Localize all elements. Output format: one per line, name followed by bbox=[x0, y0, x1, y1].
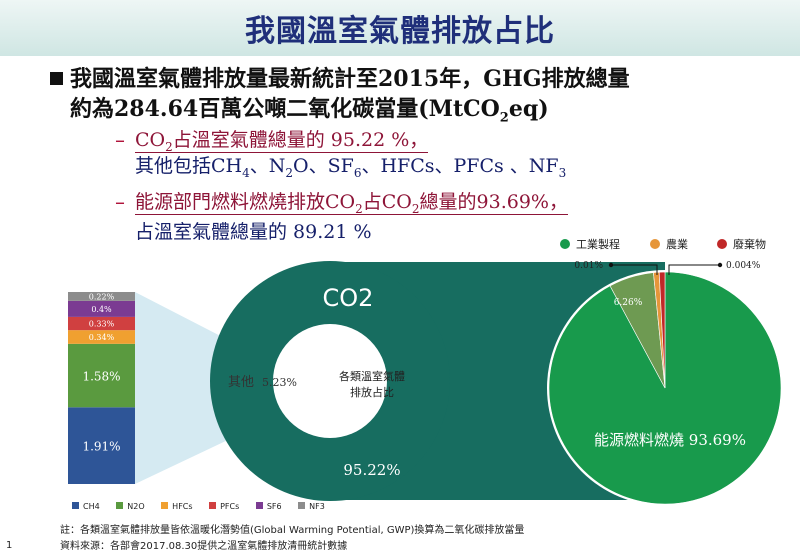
title-bar bbox=[0, 0, 800, 56]
donut-label-other: 其他 bbox=[228, 375, 254, 390]
leader-line-agriculture bbox=[611, 264, 658, 275]
donut-label-co2: CO2 bbox=[323, 284, 374, 312]
sub-point-2a: 能源部門燃料燃燒排放CO2占CO2總量的93.69%， bbox=[135, 191, 568, 216]
sub-point-1a: CO2占溫室氣體總量的 95.22 %， bbox=[135, 129, 429, 154]
pie-label-agriculture: 0.01% bbox=[574, 261, 603, 271]
legend-hfcs: HFCs bbox=[161, 502, 193, 511]
donut-center-label-2: 排放占比 bbox=[350, 385, 394, 399]
pie-label-energy: 能源燃料燃燒 93.69% bbox=[594, 431, 746, 449]
bar-segment-nf3 bbox=[68, 292, 135, 301]
pie-label-industry: 6.26% bbox=[614, 298, 643, 308]
bar-label-nf3: 0.22% bbox=[89, 292, 115, 301]
sub-point-2b: 占溫室氣體總量的 89.21 % bbox=[135, 221, 372, 243]
donut-hole bbox=[273, 324, 387, 438]
legend-bottom: CH4 N2O HFCs PFCs SF6 NF3 bbox=[72, 502, 325, 511]
bar-label-hfcs: 0.34% bbox=[89, 333, 115, 342]
footnote: 註：各類溫室氣體排放量皆依溫暖化潛勢值(Global Warming Poten… bbox=[60, 525, 525, 536]
legend-dot-icon bbox=[560, 239, 570, 249]
source-note: 資料來源：各部會2017.08.30提供之溫室氣體排放清冊統計數據 bbox=[60, 541, 348, 552]
legend-nf3: NF3 bbox=[298, 502, 325, 511]
legend-sf6: SF6 bbox=[255, 502, 282, 511]
bullet-line-1: 我國溫室氣體排放量最新統計至2015年，GHG排放總量 bbox=[70, 66, 630, 92]
donut-value-other: 5.23% bbox=[262, 376, 297, 389]
donut-value-co2: 95.22% bbox=[343, 461, 400, 479]
bar-segment-pfcs bbox=[68, 316, 135, 331]
pie-label-waste: 0.004% bbox=[726, 261, 761, 271]
legend-item-waste: 廢棄物 bbox=[717, 236, 766, 252]
pie-slice-3 bbox=[658, 271, 666, 389]
bar-segment-hfcs bbox=[68, 330, 135, 344]
sub-point-1b: 其他包括CH4、N2O、SF6、HFCs、PFCs 、NF3 bbox=[135, 155, 567, 180]
bullet-point: 我國溫室氣體排放量最新統計至2015年，GHG排放總量 約為284.64百萬公噸… bbox=[50, 64, 630, 133]
bar-label-sf6: 0.4% bbox=[91, 305, 112, 314]
bar-segment-n2o bbox=[68, 343, 135, 408]
bullet-line-2: 約為284.64百萬公噸二氧化碳當量(MtCO2eq) bbox=[70, 96, 549, 126]
page-number: 1 bbox=[6, 540, 13, 551]
bar-label-pfcs: 0.33% bbox=[89, 320, 115, 329]
legend-dot-icon bbox=[650, 239, 660, 249]
legend-n2o: N2O bbox=[116, 502, 145, 511]
legend-dot-icon bbox=[717, 239, 727, 249]
legend-ch4: CH4 bbox=[72, 502, 100, 511]
bar-segment-ch4 bbox=[68, 407, 135, 484]
legend-item-agriculture: 農業 bbox=[650, 236, 688, 252]
dash-icon: – bbox=[115, 190, 125, 214]
donut-center-label-1: 各類溫室氣體 bbox=[339, 369, 405, 383]
legend-item-industry: 工業製程 bbox=[560, 236, 620, 252]
bar-label-ch4: 1.91% bbox=[82, 440, 120, 454]
dash-icon: – bbox=[115, 128, 125, 152]
leader-line-waste bbox=[668, 264, 720, 275]
bar-segment-sf6 bbox=[68, 300, 135, 317]
bar-label-n2o: 1.58% bbox=[82, 370, 120, 384]
page-title: 我國溫室氣體排放占比 bbox=[245, 14, 555, 49]
bullet-square-icon bbox=[50, 72, 63, 85]
legend-pfcs: PFCs bbox=[209, 502, 239, 511]
